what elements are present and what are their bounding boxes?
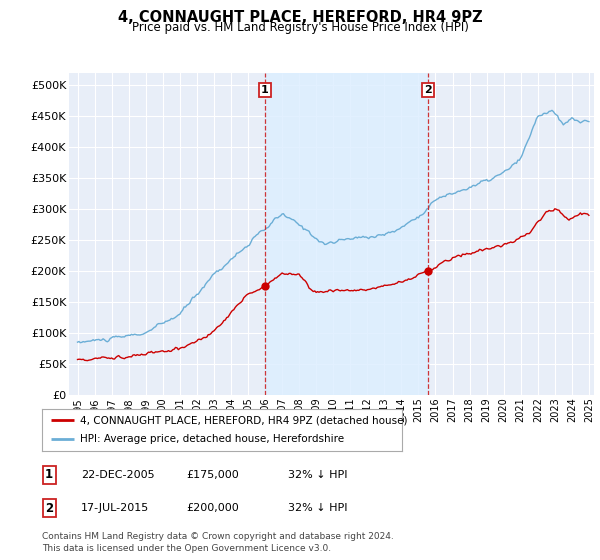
Text: 17-JUL-2015: 17-JUL-2015	[81, 503, 149, 513]
Text: £175,000: £175,000	[186, 470, 239, 479]
Text: HPI: Average price, detached house, Herefordshire: HPI: Average price, detached house, Here…	[80, 435, 344, 445]
Text: 1: 1	[261, 85, 269, 95]
Text: Contains HM Land Registry data © Crown copyright and database right 2024.
This d: Contains HM Land Registry data © Crown c…	[42, 532, 394, 553]
Text: 32% ↓ HPI: 32% ↓ HPI	[288, 470, 347, 479]
Text: 22-DEC-2005: 22-DEC-2005	[81, 470, 155, 479]
Text: 4, CONNAUGHT PLACE, HEREFORD, HR4 9PZ (detached house): 4, CONNAUGHT PLACE, HEREFORD, HR4 9PZ (d…	[80, 415, 407, 425]
Bar	[265, 73, 428, 395]
Text: 2: 2	[45, 502, 53, 515]
Text: Price paid vs. HM Land Registry's House Price Index (HPI): Price paid vs. HM Land Registry's House …	[131, 21, 469, 34]
Text: 4, CONNAUGHT PLACE, HEREFORD, HR4 9PZ: 4, CONNAUGHT PLACE, HEREFORD, HR4 9PZ	[118, 10, 482, 25]
Text: 32% ↓ HPI: 32% ↓ HPI	[288, 503, 347, 513]
Text: 2: 2	[424, 85, 431, 95]
Text: 1: 1	[45, 468, 53, 481]
Text: £200,000: £200,000	[186, 503, 239, 513]
